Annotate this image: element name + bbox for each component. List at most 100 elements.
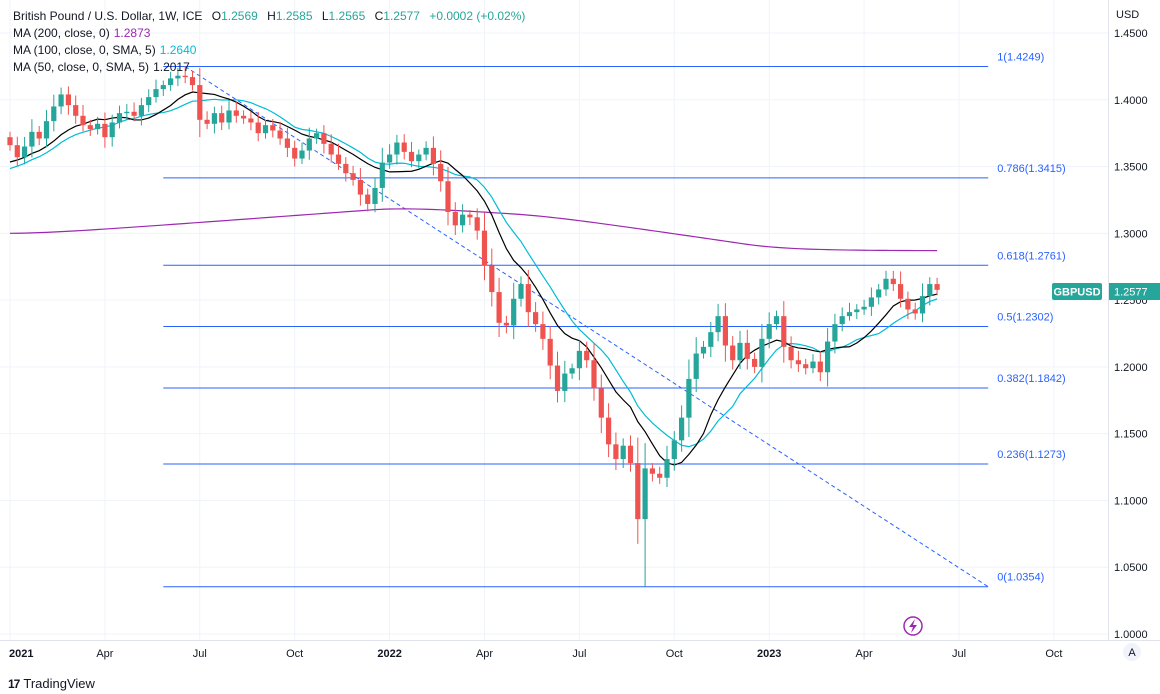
tradingview-logo-icon: 17	[8, 676, 20, 691]
candle-body	[511, 298, 517, 326]
candle-body	[744, 342, 750, 359]
candle	[708, 321, 714, 358]
candle	[722, 303, 728, 362]
candle-body	[854, 309, 860, 313]
candle-body	[102, 123, 108, 138]
candle-body	[752, 358, 758, 367]
candle-body	[445, 181, 451, 212]
candle-body	[219, 113, 225, 123]
candle-body	[357, 179, 363, 195]
ohlc-high: H1.2585	[267, 9, 313, 23]
candle	[7, 131, 13, 151]
candle-body	[270, 125, 276, 131]
candle	[467, 210, 473, 226]
candle	[627, 435, 634, 472]
candle	[562, 360, 568, 403]
candle-body	[65, 94, 71, 106]
candle	[438, 150, 444, 192]
tradingview-footer[interactable]: 17 TradingView	[8, 676, 95, 691]
candle	[533, 302, 539, 332]
candle	[357, 168, 363, 206]
candle-body	[387, 154, 393, 163]
candle	[810, 354, 816, 374]
candle	[372, 178, 378, 213]
candle	[22, 136, 28, 165]
candle	[591, 342, 597, 401]
candle	[737, 330, 743, 369]
candle	[211, 106, 217, 134]
candle	[927, 277, 933, 306]
candle-body	[211, 113, 217, 124]
candle	[131, 102, 137, 122]
candle-body	[146, 97, 152, 106]
candle-body	[620, 445, 626, 460]
candle-body	[29, 131, 35, 147]
svg-text:A: A	[1128, 647, 1136, 659]
fib-level-label: 0.382(1.1842)	[997, 373, 1065, 385]
lightning-icon[interactable]	[903, 616, 923, 636]
candle	[343, 157, 349, 182]
auto-scale-button[interactable]: A	[1123, 643, 1141, 661]
candle	[175, 67, 181, 87]
candle	[803, 358, 809, 375]
candle	[861, 299, 867, 315]
candle	[854, 304, 860, 320]
candle-body	[474, 217, 480, 231]
candle-body	[693, 353, 699, 379]
candle-body	[700, 346, 707, 354]
candle	[109, 114, 115, 147]
candle-body	[912, 309, 918, 314]
candle-body	[292, 147, 298, 159]
candle-body	[197, 85, 203, 120]
candle-body	[416, 154, 422, 162]
candle-body	[627, 445, 634, 464]
candle-body	[642, 468, 648, 520]
candle	[912, 302, 918, 320]
candle-body	[664, 459, 670, 478]
candle-body	[759, 338, 765, 367]
candle	[73, 95, 79, 124]
candle-body	[934, 284, 940, 290]
candle	[766, 312, 772, 349]
candle-body	[708, 332, 714, 347]
candle-body	[7, 137, 13, 146]
indicator-ma50[interactable]: MA (50, close, 0, SMA, 5) 1.2017	[13, 60, 190, 74]
candle	[284, 127, 290, 158]
candle	[248, 111, 254, 131]
candle-body	[58, 94, 64, 107]
candle	[825, 328, 831, 387]
candle-body	[518, 284, 524, 299]
candle-body	[73, 105, 79, 116]
x-tick-label: Jul	[193, 648, 207, 660]
candle	[124, 104, 130, 121]
symbol-title: British Pound / U.S. Dollar, 1W, ICE	[13, 9, 203, 23]
candle	[934, 277, 940, 296]
candle	[898, 271, 904, 308]
candle	[182, 66, 188, 84]
candle	[29, 119, 35, 158]
candle-body	[584, 350, 590, 361]
x-tick-label: Oct	[666, 648, 683, 660]
candle	[306, 127, 312, 160]
candle-body	[255, 122, 261, 134]
candle	[518, 276, 524, 307]
candle-body	[781, 316, 787, 347]
x-tick-label: Apr	[856, 648, 873, 660]
candle	[671, 431, 677, 471]
candle	[241, 110, 247, 124]
indicator-ma200[interactable]: MA (200, close, 0) 1.2873	[13, 26, 151, 40]
fib-level-label: 0.236(1.1273)	[997, 449, 1065, 461]
symbol-badge	[1052, 283, 1102, 300]
candle-body	[189, 77, 196, 86]
candle-body	[525, 284, 531, 313]
candle-body	[722, 316, 728, 346]
candle	[365, 188, 371, 212]
symbol-header: British Pound / U.S. Dollar, 1W, ICE O1.…	[13, 8, 525, 25]
candle-body	[598, 388, 604, 418]
candle	[168, 71, 174, 91]
candle	[460, 204, 466, 233]
indicator-ma100[interactable]: MA (100, close, 0, SMA, 5) 1.2640	[13, 43, 197, 57]
candle	[299, 142, 305, 165]
candle-body	[927, 284, 933, 297]
